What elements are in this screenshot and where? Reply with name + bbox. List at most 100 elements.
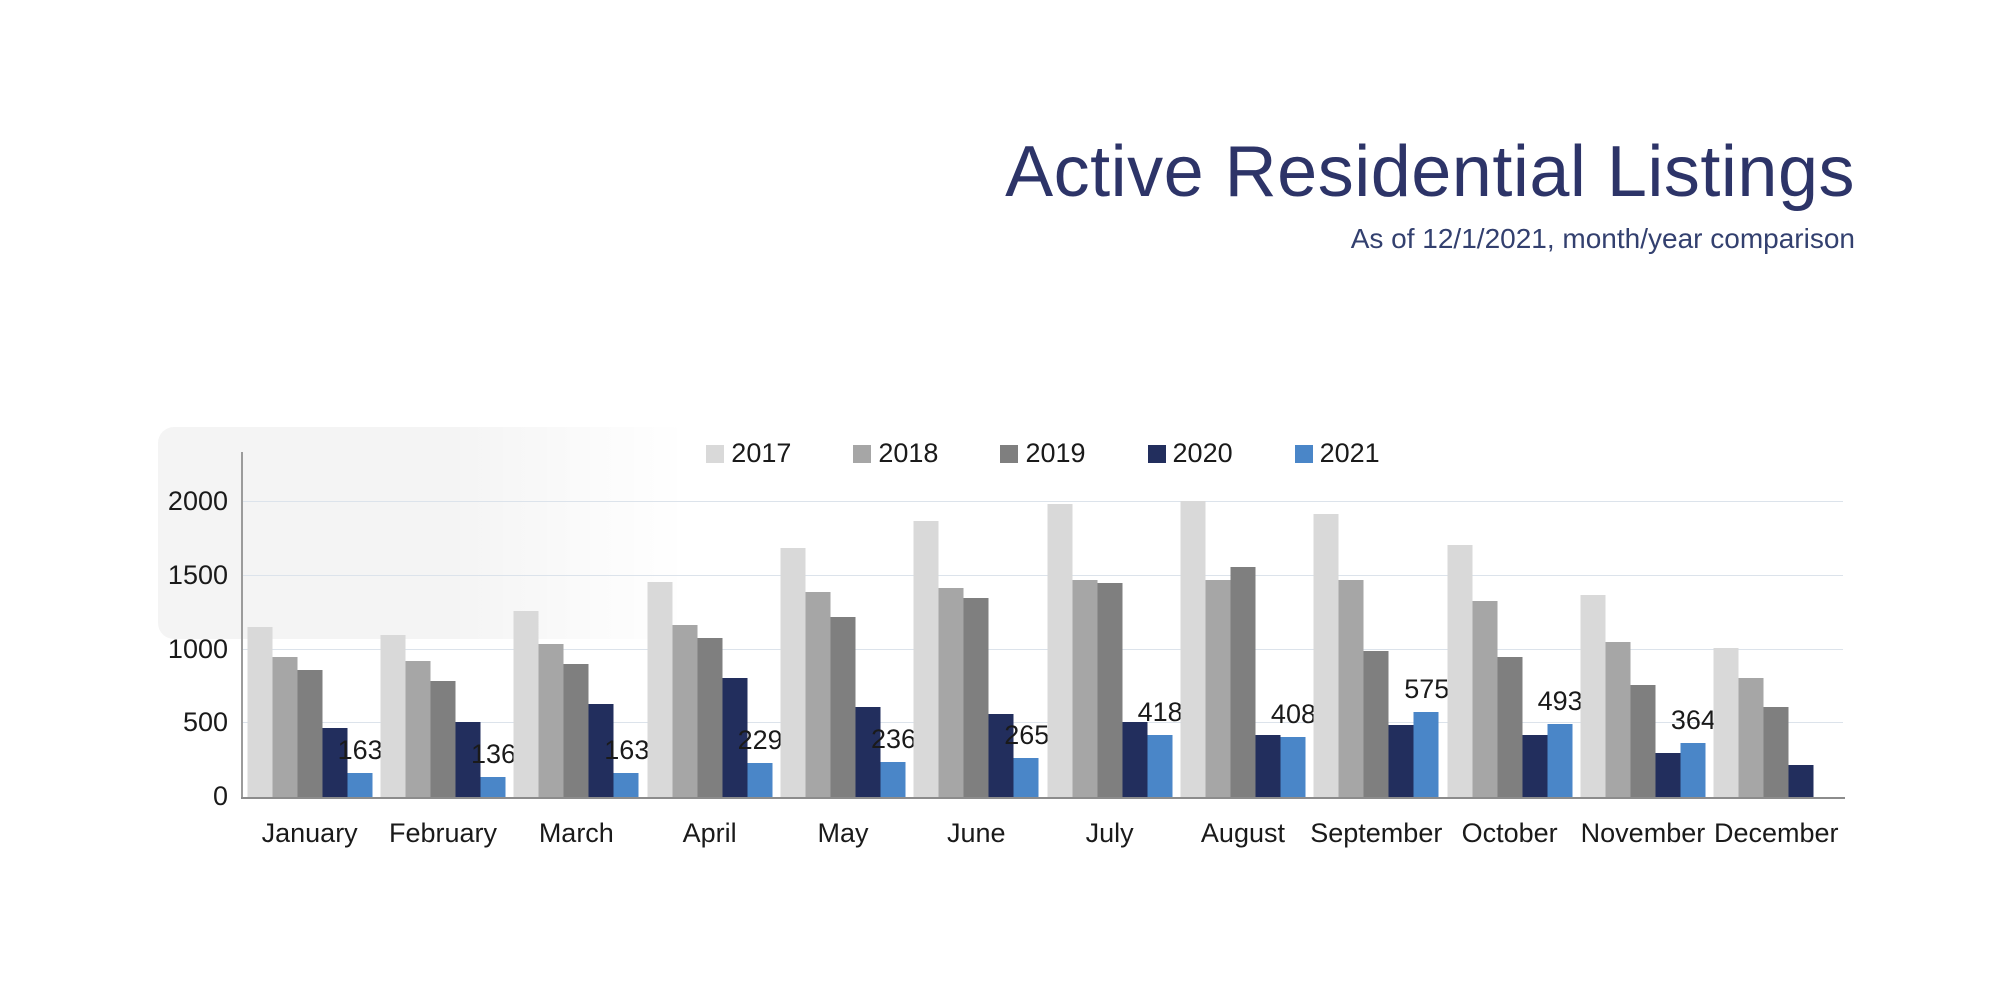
month-slot-june: 265 (910, 452, 1049, 797)
bar-cluster (1713, 452, 1839, 797)
month-slot-october: 493 (1443, 452, 1583, 797)
x-tick-label-february: February (388, 818, 498, 848)
legend-item-2020: 2020 (1147, 438, 1233, 469)
y-tick-label: 0 (212, 781, 228, 811)
data-label-2021-july: 418 (1137, 697, 1183, 728)
bar-2017-august (1180, 500, 1206, 797)
bar-cluster: 229 (647, 452, 783, 797)
legend-label: 2017 (731, 438, 792, 468)
plot-area: 163 136 163 229 236 265 418 408 575 493 364 (241, 452, 1845, 799)
legend-swatch-icon (1000, 444, 1019, 463)
legend-item-2019: 2019 (1000, 438, 1086, 469)
x-tick-label-january: January (261, 818, 358, 848)
bar-2017-january (247, 627, 273, 797)
bar-2019-september (1363, 651, 1389, 797)
bar-2020-may (855, 707, 881, 797)
data-label-2021-january: 163 (337, 734, 383, 765)
bar-2019-march (563, 664, 589, 797)
bar-2018-february (405, 661, 431, 797)
bar-cluster: 575 (1313, 452, 1449, 797)
x-tick-label-august: August (1200, 818, 1285, 848)
bar-2018-july (1072, 580, 1098, 797)
bar-2019-october (1497, 656, 1523, 797)
bar-2019-january (297, 670, 323, 797)
bar-2018-september (1338, 580, 1364, 797)
bar-2017-november (1580, 595, 1606, 797)
bar-2021-february (480, 776, 506, 797)
bar-2017-june (913, 521, 939, 797)
legend-swatch-icon (853, 444, 872, 463)
legend-label: 2021 (1319, 438, 1380, 468)
legend-item-2018: 2018 (853, 438, 938, 469)
x-axis-labels: January February March April May June July Augu… (243, 818, 1843, 849)
gridline (243, 648, 1843, 650)
bar-2018-december (1738, 677, 1764, 797)
bar-2017-december (1713, 648, 1739, 797)
month-slot-august: 408 (1176, 452, 1316, 797)
bar-2021-april (747, 763, 773, 797)
month-slot-march: 163 (510, 452, 649, 797)
gridline (243, 574, 1843, 576)
bar-cluster: 493 (1447, 452, 1583, 797)
chart-header: Active Residential Listings As of 12/1/2… (1005, 132, 1855, 255)
bar-2018-may (805, 592, 831, 797)
y-tick-label: 1000 (167, 633, 228, 664)
bar-2020-april (722, 677, 748, 797)
legend-item-2017: 2017 (706, 438, 791, 469)
data-label-2021-february: 136 (470, 738, 517, 769)
x-tick-label-march: March (538, 818, 614, 848)
y-tick-label: 1500 (167, 559, 228, 590)
y-tick-label: 500 (182, 707, 228, 738)
legend-swatch-icon (706, 444, 725, 463)
x-axis-line (241, 797, 1845, 799)
bar-2017-february (380, 634, 406, 797)
bar-2020-january (322, 727, 348, 797)
bar-cluster: 364 (1580, 452, 1716, 797)
bar-2020-march (588, 704, 614, 797)
data-label-2021-march: 163 (604, 734, 650, 765)
data-label-2021-september: 575 (1404, 674, 1450, 705)
bar-2020-july (1122, 721, 1148, 797)
x-tick-label-november: November (1580, 818, 1706, 848)
bar-2020-june (988, 714, 1014, 797)
month-slot-july: 418 (1043, 452, 1183, 797)
x-tick-label-december: December (1714, 818, 1839, 848)
month-slot-january: 163 (243, 452, 383, 797)
bar-cluster: 265 (913, 452, 1049, 797)
bar-2018-november (1605, 642, 1631, 797)
bar-cluster: 136 (380, 452, 516, 797)
bar-2020-october (1522, 735, 1548, 797)
x-tick-label-june: June (947, 818, 1006, 848)
y-axis-line (241, 452, 243, 797)
x-tick-label-october: October (1461, 818, 1558, 848)
bar-2021-march (613, 772, 639, 797)
data-label-2021-may: 236 (870, 724, 916, 755)
page-title: Active Residential Listings (1005, 132, 1855, 212)
bar-2021-july (1147, 735, 1173, 797)
bar-cluster: 408 (1180, 452, 1316, 797)
bar-2021-june (1013, 757, 1039, 797)
data-label-2021-june: 265 (1004, 719, 1050, 750)
month-slot-november: 364 (1576, 452, 1716, 797)
bar-cluster: 163 (247, 452, 383, 797)
bar-2020-december (1788, 764, 1814, 797)
bar-2020-february (455, 721, 481, 797)
legend-item-2021: 2021 (1294, 438, 1380, 469)
bar-2018-march (538, 643, 564, 797)
bar-2018-june (938, 587, 964, 797)
data-label-2021-october: 493 (1537, 686, 1583, 717)
x-tick-label-september: September (1310, 818, 1443, 848)
legend-label: 2018 (878, 438, 939, 468)
bar-2017-april (647, 581, 673, 797)
data-label-2021-november: 364 (1670, 705, 1716, 736)
bar-2020-september (1388, 724, 1414, 797)
bar-2017-september (1313, 513, 1339, 797)
bar-2021-october (1547, 724, 1573, 797)
bar-2017-july (1047, 503, 1073, 797)
bar-cluster: 163 (513, 452, 649, 797)
gridline (243, 722, 1843, 724)
y-tick-label: 2000 (167, 486, 228, 517)
bar-2018-january (272, 656, 298, 797)
page-subtitle: As of 12/1/2021, month/year comparison (1350, 222, 1855, 254)
